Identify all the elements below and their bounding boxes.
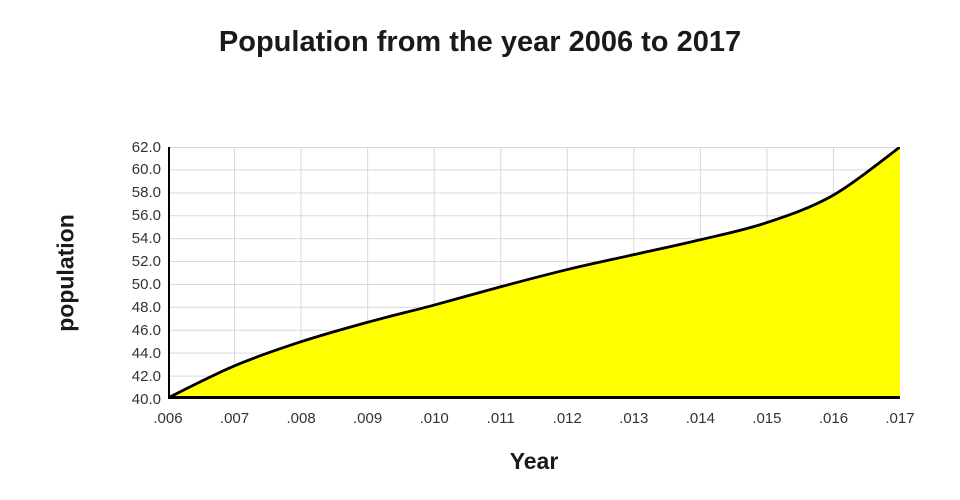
x-tick-label: .013 (619, 410, 649, 427)
y-tick-label: 42.0 (131, 367, 161, 385)
y-tick-label: 60.0 (131, 161, 161, 179)
x-tick-label: .009 (353, 410, 383, 427)
x-axis-title: Year (509, 448, 559, 474)
chart-title: Population from the year 2006 to 2017 (218, 26, 742, 58)
y-tick-label: 48.0 (131, 298, 161, 316)
y-tick-label: 56.0 (131, 207, 161, 225)
x-tick-label: .012 (552, 410, 582, 427)
x-tick-label: .015 (752, 410, 782, 427)
y-tick-label: 46.0 (131, 321, 161, 339)
x-tick-label: .008 (286, 410, 316, 427)
y-tick-label: 40.0 (131, 390, 161, 408)
x-tick-label: .014 (685, 410, 715, 427)
y-tick-label: 52.0 (131, 253, 161, 271)
x-tick-label: .007 (219, 410, 250, 427)
population-line (168, 147, 900, 399)
y-axis-title: population (52, 214, 79, 332)
population-area-fill (168, 147, 900, 399)
x-tick-label: .006 (153, 410, 183, 427)
y-tick-label: 58.0 (131, 184, 161, 202)
y-tick-label: 54.0 (131, 230, 161, 248)
x-tick-label: .017 (885, 410, 915, 427)
y-tick-label: 44.0 (131, 344, 161, 362)
y-tick-label: 50.0 (131, 275, 161, 293)
x-tick-label: .010 (419, 410, 449, 427)
x-tick-label: .011 (486, 410, 515, 427)
x-tick-label: .016 (818, 410, 849, 427)
y-tick-label: 62.0 (131, 138, 161, 156)
plot-area (168, 147, 900, 399)
